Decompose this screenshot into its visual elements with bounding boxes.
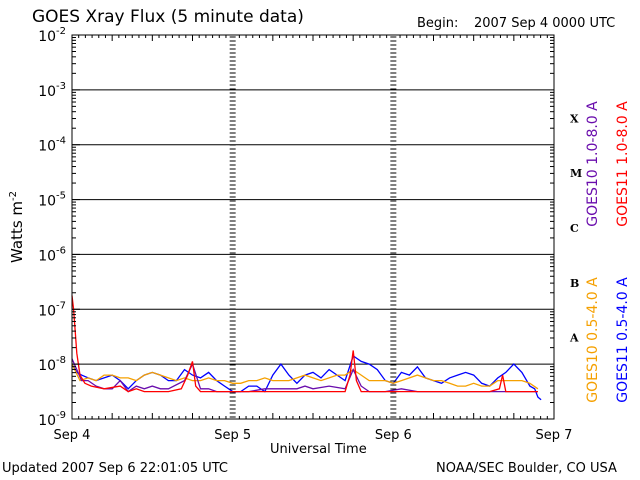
data-series — [71, 295, 542, 401]
x-axis-ticks: Sep 4 Sep 5 Sep 6 Sep 7 — [54, 35, 573, 443]
series-line-0 — [71, 354, 542, 401]
y-tick-label: 10-4 — [38, 136, 66, 155]
x-axis-label: Universal Time — [270, 442, 367, 457]
class-label-B: B — [570, 277, 579, 290]
legend-entry: GOES11 0.5-4.0 A — [615, 277, 631, 403]
x-tick-label: Sep 4 — [54, 428, 91, 443]
y-tick-label: 10-3 — [38, 81, 66, 100]
x-tick-label: Sep 6 — [375, 428, 412, 443]
grid-lines — [72, 89, 554, 365]
begin-value: 2007 Sep 4 0000 UTC — [474, 16, 616, 31]
y-tick-label: 10-8 — [38, 355, 66, 374]
updated-timestamp: Updated 2007 Sep 6 22:01:05 UTC — [2, 461, 229, 476]
begin-label: Begin: — [417, 16, 459, 31]
y-tick-label: 10-9 — [38, 410, 66, 429]
plot-frame — [71, 34, 555, 420]
chart-title: GOES Xray Flux (5 minute data) — [32, 7, 304, 27]
series-line-1 — [71, 363, 539, 390]
x-tick-label: Sep 5 — [214, 428, 251, 443]
legend-entry: GOES11 1.0-8.0 A — [615, 101, 631, 227]
y-axis-ticks: 10-2 10-3 10-4 10-5 10-6 10-7 10-8 10-9 — [38, 26, 554, 429]
legend-entry: GOES10 1.0-8.0 A — [585, 101, 601, 227]
class-label-X: X — [570, 112, 579, 125]
y-tick-label: 10-2 — [38, 26, 66, 45]
y-tick-label: 10-6 — [38, 245, 66, 264]
class-label-A: A — [569, 332, 579, 345]
class-label-C: C — [570, 222, 579, 235]
legend-entry: GOES10 0.5-4.0 A — [585, 277, 601, 403]
series-line-3 — [71, 295, 538, 393]
flare-class-labels: X M C B A — [569, 112, 582, 344]
y-axis-label: Watts m-2 — [8, 191, 26, 263]
y-tick-label: 10-5 — [38, 191, 66, 210]
class-label-M: M — [570, 167, 582, 180]
legend: GOES10 1.0-8.0 A GOES11 1.0-8.0 A GOES10 0… — [585, 101, 631, 403]
y-tick-label: 10-7 — [38, 300, 66, 319]
credit-text: NOAA/SEC Boulder, CO USA — [436, 461, 617, 476]
x-tick-label: Sep 7 — [536, 428, 573, 443]
